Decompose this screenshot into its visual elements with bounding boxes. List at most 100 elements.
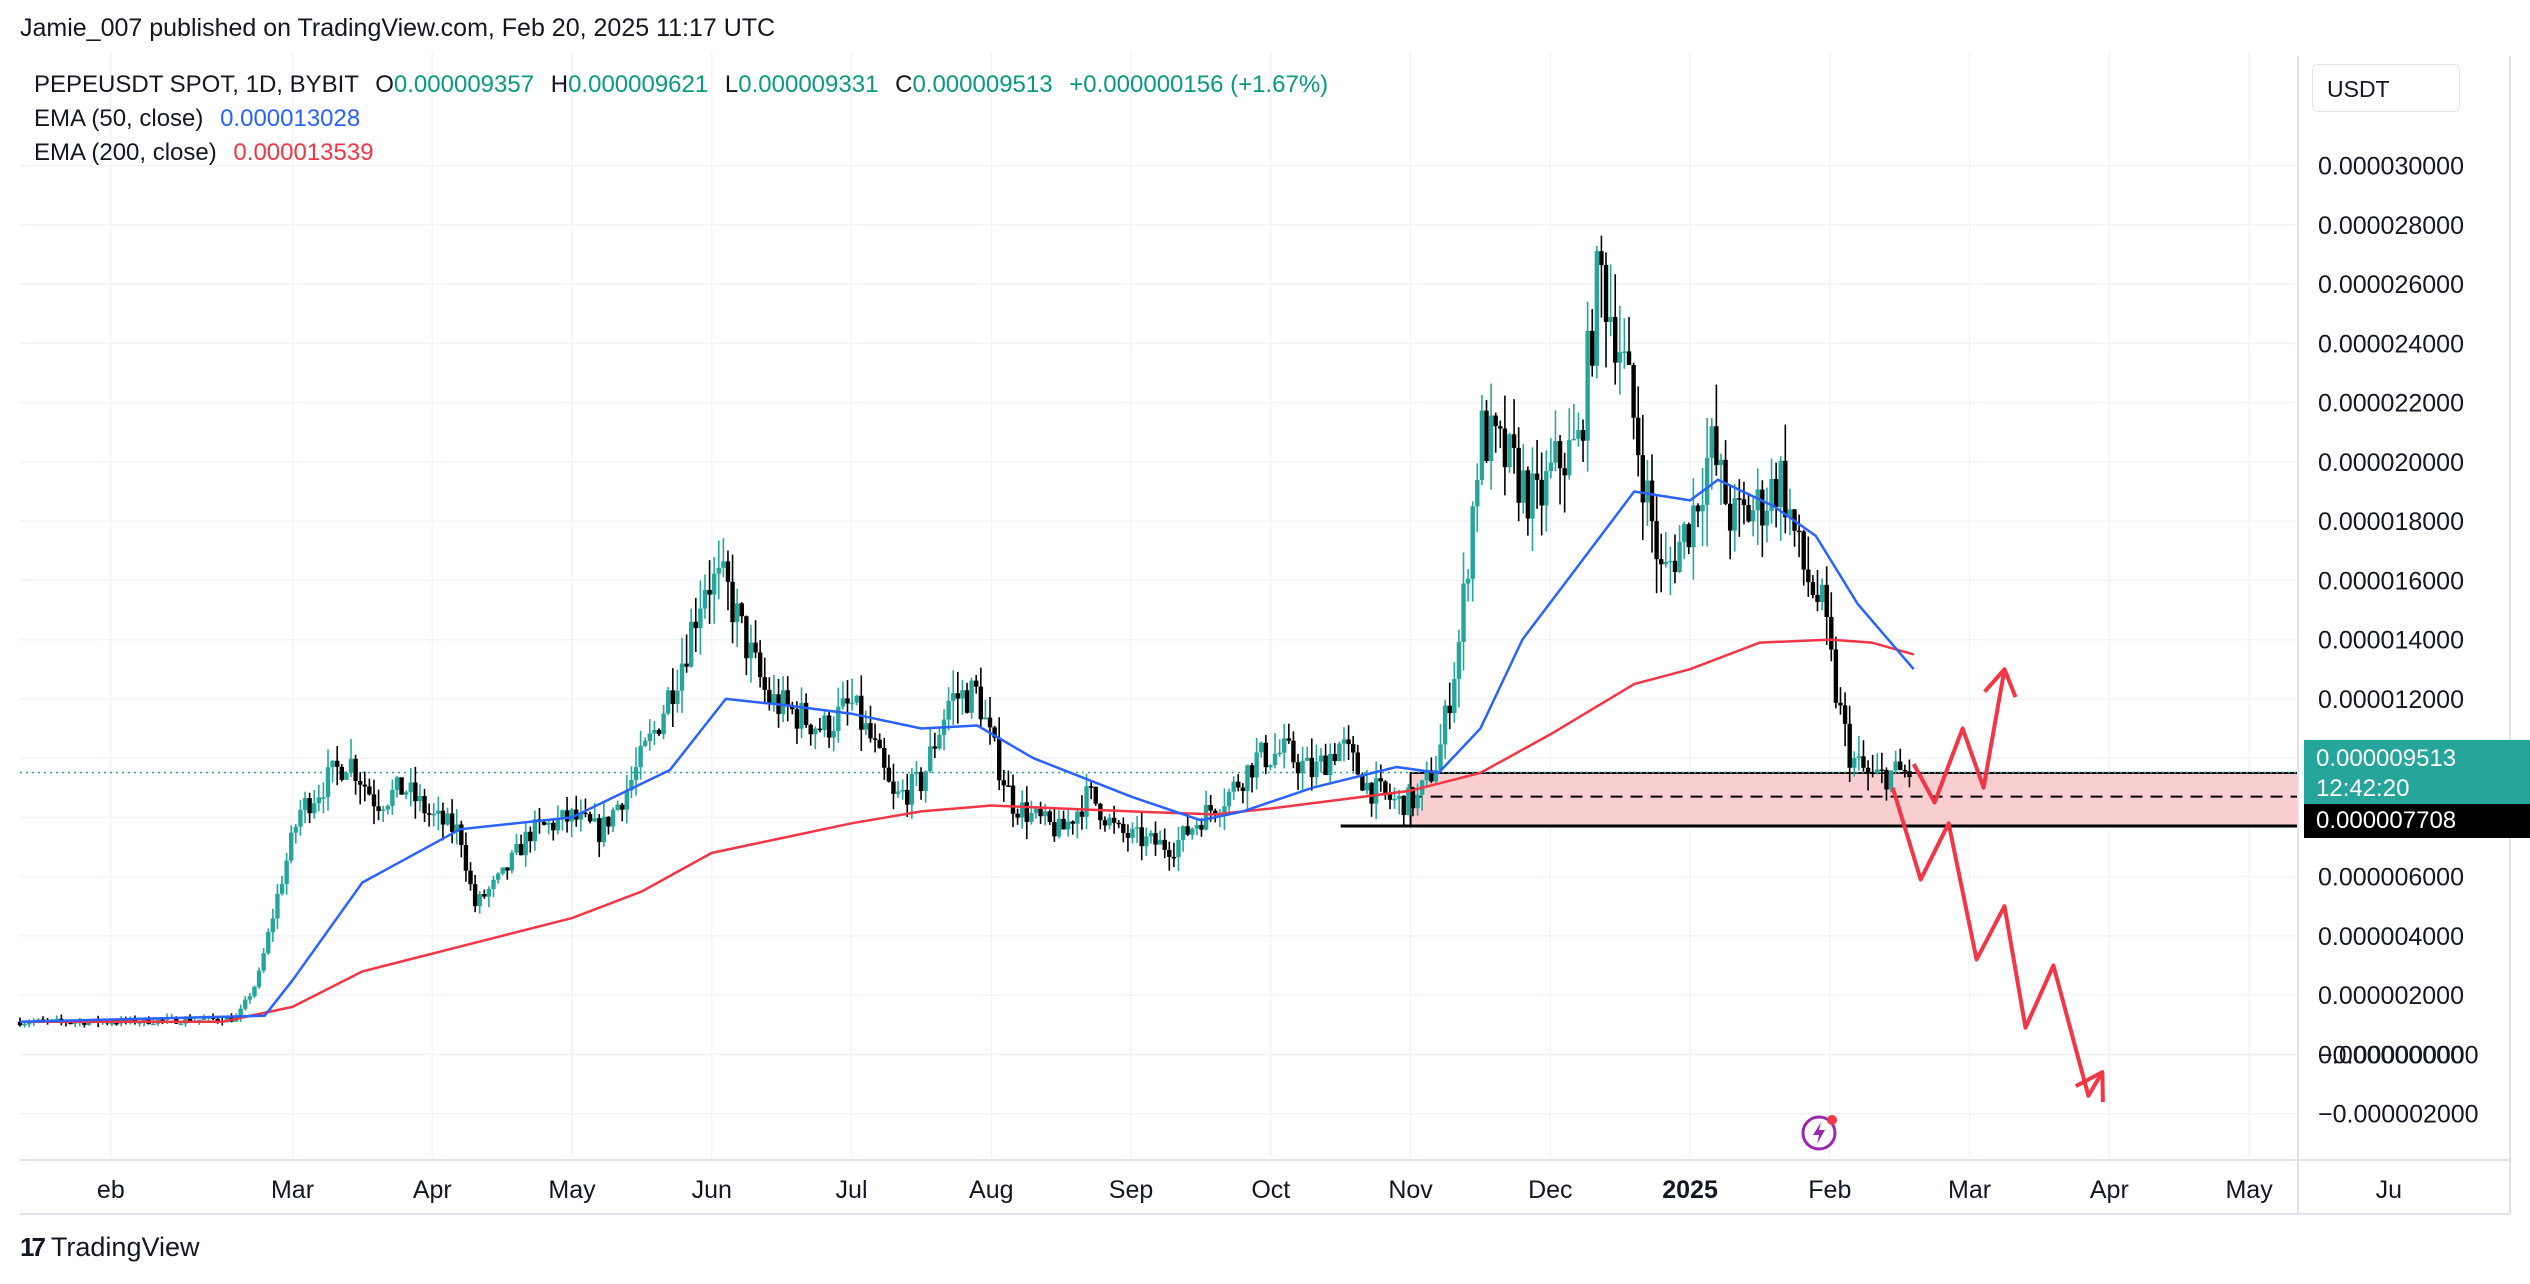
candle-body bbox=[215, 1018, 220, 1022]
candle-body bbox=[610, 809, 616, 827]
candle-body bbox=[1603, 264, 1609, 322]
candle-body bbox=[495, 873, 501, 880]
y-tick-label: 0.000030000 bbox=[2318, 153, 2464, 181]
candle-body bbox=[86, 1021, 92, 1025]
candle-body bbox=[399, 777, 404, 795]
candle-body bbox=[1392, 798, 1397, 801]
y-tick-label: 0.000028000 bbox=[2318, 212, 2464, 240]
candle-body bbox=[633, 767, 639, 780]
candle-body bbox=[734, 603, 740, 623]
candle-body bbox=[1580, 429, 1586, 441]
candle-body bbox=[1442, 705, 1448, 745]
candle-body bbox=[1461, 583, 1466, 642]
currency-selector[interactable]: USDT bbox=[2312, 64, 2460, 112]
candle-body bbox=[426, 813, 432, 815]
candle-body bbox=[1249, 765, 1255, 778]
candle-body bbox=[877, 739, 882, 749]
candle-body bbox=[1291, 740, 1296, 763]
ema50-row[interactable]: EMA (50, close) 0.000013028 bbox=[34, 102, 1328, 136]
candle-body bbox=[1695, 505, 1701, 512]
candle-body bbox=[472, 884, 478, 907]
candle-body bbox=[997, 737, 1002, 781]
candle-body bbox=[1130, 828, 1135, 838]
candle-body bbox=[72, 1022, 78, 1024]
candle-body bbox=[643, 740, 648, 746]
candle-body bbox=[1502, 428, 1508, 468]
candle-body bbox=[541, 821, 547, 825]
candle-body bbox=[1626, 351, 1632, 365]
x-tick-label: Ju bbox=[2376, 1176, 2402, 1204]
candle-body bbox=[1263, 742, 1269, 768]
candle-body bbox=[137, 1022, 142, 1024]
candle-body bbox=[312, 803, 317, 814]
published-line: Jamie_007 published on TradingView.com, … bbox=[20, 14, 776, 42]
x-tick-label: Nov bbox=[1388, 1176, 1433, 1204]
candle-body bbox=[1300, 760, 1305, 774]
candle-body bbox=[886, 767, 892, 782]
candle-body bbox=[1259, 742, 1264, 753]
candle-body bbox=[1116, 822, 1121, 825]
candle-body bbox=[256, 970, 262, 987]
candle-body bbox=[679, 663, 685, 691]
candle-body bbox=[1465, 578, 1471, 584]
candle-body bbox=[826, 715, 832, 738]
candle-body bbox=[1764, 510, 1770, 526]
candle-body bbox=[1636, 417, 1641, 456]
candle-body bbox=[528, 831, 533, 842]
candle-body bbox=[702, 589, 708, 609]
candle-body bbox=[863, 723, 869, 730]
candle-body bbox=[1378, 778, 1383, 782]
candle-body bbox=[882, 748, 887, 768]
candle-body bbox=[1387, 793, 1393, 800]
candle-body bbox=[1176, 840, 1181, 858]
candle-body bbox=[785, 690, 790, 706]
candle-body bbox=[1125, 833, 1131, 838]
candle-body bbox=[344, 772, 349, 780]
candle-body bbox=[1658, 559, 1664, 565]
candle-body bbox=[854, 695, 859, 703]
last-price-value: 0.000009513 bbox=[2316, 745, 2457, 772]
candle-body bbox=[1493, 415, 1498, 427]
candle-body bbox=[1364, 782, 1370, 791]
candle-body bbox=[1341, 739, 1347, 744]
candle-body bbox=[578, 812, 584, 820]
candle-body bbox=[620, 804, 625, 810]
candle-body bbox=[1323, 755, 1328, 776]
candle-body bbox=[656, 730, 662, 735]
candle-body bbox=[1038, 808, 1043, 817]
candle-body bbox=[1865, 767, 1871, 773]
candle-body bbox=[293, 826, 299, 833]
candle-body bbox=[1406, 787, 1411, 816]
candle-body bbox=[1796, 530, 1802, 533]
candle-body bbox=[831, 730, 836, 738]
candle-body bbox=[1153, 833, 1158, 845]
candle-body bbox=[937, 734, 942, 749]
candle-body bbox=[1663, 561, 1668, 565]
ema200-row[interactable]: EMA (200, close) 0.000013539 bbox=[34, 136, 1328, 170]
candle-body bbox=[1622, 351, 1627, 353]
open-value: 0.000009357 bbox=[393, 71, 535, 98]
projection-up-arrow bbox=[1911, 668, 2007, 805]
candle-body bbox=[1613, 316, 1618, 363]
candle-body bbox=[1631, 364, 1636, 418]
candle-body bbox=[1773, 478, 1779, 508]
tradingview-logo[interactable]: 17 TradingView bbox=[20, 1232, 200, 1263]
candle-body bbox=[1893, 761, 1898, 771]
symbol-label[interactable]: PEPEUSDT SPOT, 1D, BYBIT bbox=[34, 71, 359, 98]
candle-body bbox=[445, 813, 450, 825]
candle-body bbox=[1654, 521, 1659, 560]
candle-body bbox=[413, 782, 418, 802]
x-tick-label: eb bbox=[97, 1176, 125, 1204]
candle-body bbox=[1801, 531, 1806, 570]
candle-body bbox=[1240, 787, 1246, 791]
y-tick-label: 0.000006000 bbox=[2318, 864, 2464, 892]
candle-body bbox=[1507, 434, 1512, 468]
support-zone-box bbox=[1409, 771, 2299, 828]
candle-body bbox=[1277, 752, 1282, 755]
candle-body bbox=[1787, 509, 1793, 518]
candle-body bbox=[252, 986, 257, 997]
lightning-replay-icon[interactable] bbox=[1800, 1112, 1840, 1152]
candle-body bbox=[330, 760, 335, 768]
candle-body bbox=[978, 686, 984, 720]
